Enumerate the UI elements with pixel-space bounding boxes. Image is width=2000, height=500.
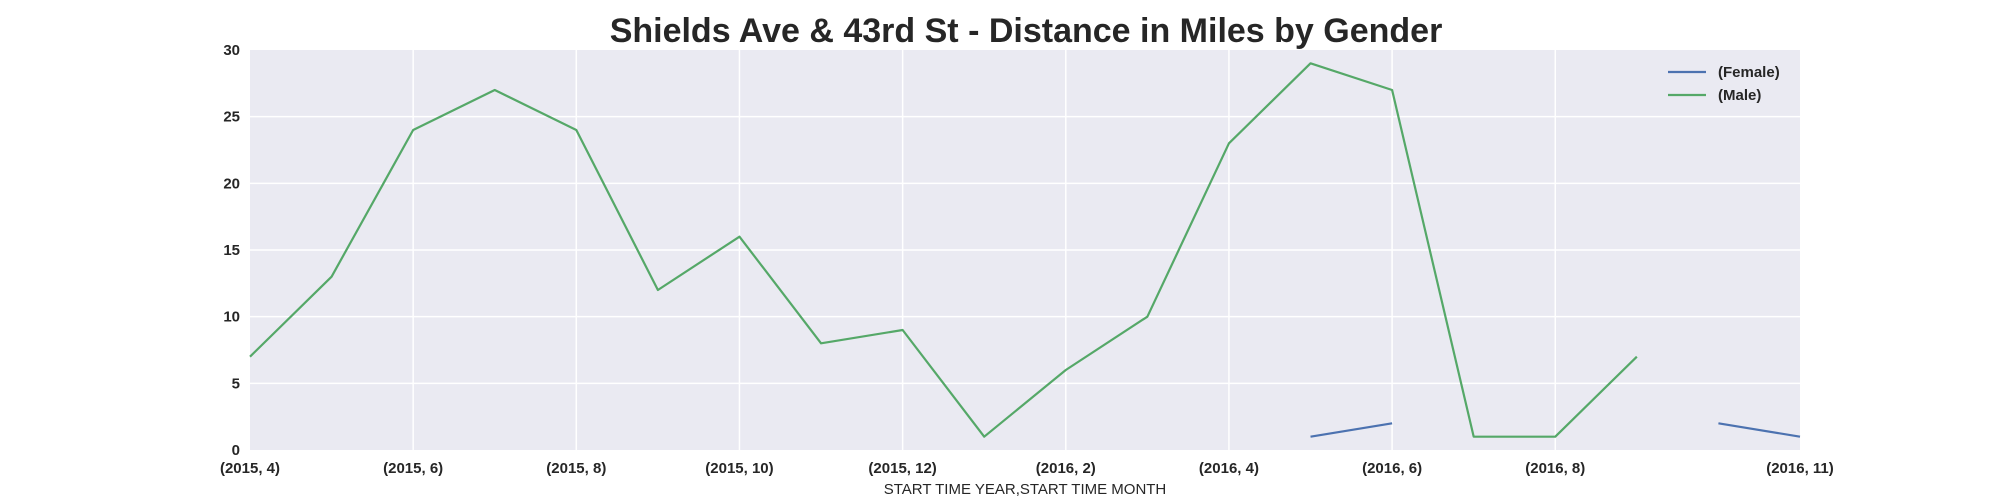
x-tick-label: (2016, 11) [1766, 460, 1834, 477]
x-axis-label: START TIME YEAR,START TIME MONTH [884, 481, 1167, 498]
y-tick-label: 15 [223, 242, 240, 259]
y-tick-label: 20 [223, 175, 240, 192]
x-tick-label: (2016, 8) [1525, 460, 1585, 477]
male-series-line [249, 62, 1638, 438]
series-layer [249, 62, 1801, 438]
x-tick-label: (2015, 8) [546, 460, 606, 477]
x-tick-label: (2016, 2) [1036, 460, 1096, 477]
female-legend-label: (Female) [1718, 64, 1780, 81]
x-axis-ticks: (2015, 4) (2015, 6) (2015, 8) (2015, 10) (20… [220, 460, 1834, 477]
x-tick-label: (2016, 6) [1362, 460, 1422, 477]
y-tick-label: 0 [232, 442, 240, 459]
y-tick-label: 5 [232, 375, 240, 392]
grid-lines [250, 50, 1800, 450]
x-tick-label: (2015, 4) [220, 460, 280, 477]
x-tick-label: (2015, 12) [868, 460, 936, 477]
legend: (Female) (Male) [1668, 64, 1780, 104]
y-tick-label: 30 [223, 42, 240, 59]
male-legend-label: (Male) [1718, 87, 1761, 104]
y-tick-label: 10 [223, 309, 240, 326]
x-tick-label: (2015, 10) [705, 460, 773, 477]
y-axis-ticks: 0 5 10 15 20 25 30 [223, 42, 240, 459]
x-tick-label: (2015, 6) [383, 460, 443, 477]
x-tick-label: (2016, 4) [1199, 460, 1259, 477]
chart-title: Shields Ave & 43rd St - Distance in Mile… [610, 12, 1443, 50]
y-tick-label: 25 [223, 109, 240, 126]
female-series-line [1718, 422, 1801, 438]
female-series-line [1310, 422, 1393, 438]
